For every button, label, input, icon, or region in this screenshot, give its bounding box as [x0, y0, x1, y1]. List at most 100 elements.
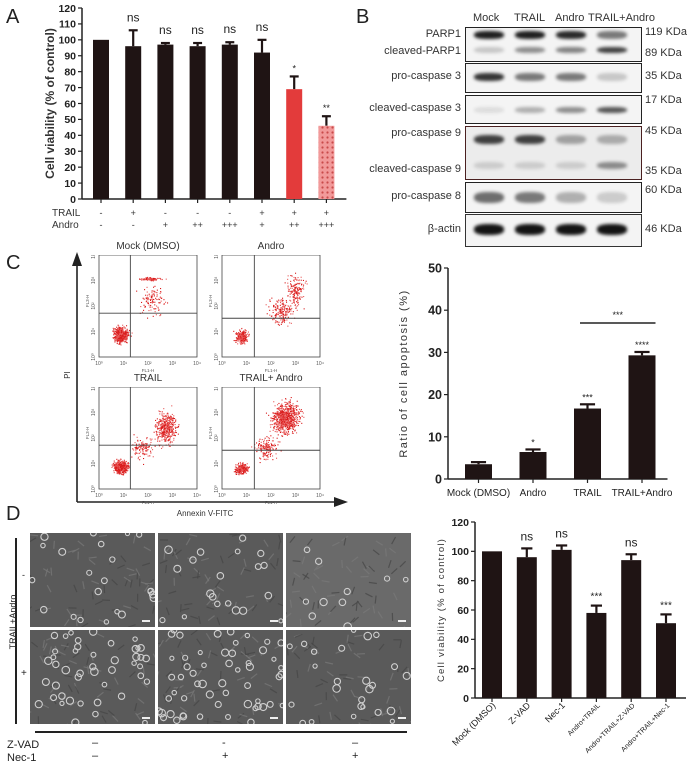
bar-group: ns [551, 526, 572, 702]
protein-label: pro-caspase 3 [391, 70, 461, 82]
scale-bar [142, 717, 150, 719]
scale-bar [398, 620, 406, 622]
svg-text:10⁰: 10⁰ [91, 485, 97, 493]
bar-group: *** [656, 600, 676, 702]
lane-header: TRAIL+Andro [588, 12, 655, 24]
scale-bar [142, 620, 150, 622]
svg-text:10³: 10³ [292, 361, 300, 367]
fl1-axis-label: FL1-H [142, 368, 155, 373]
microscopy-image [286, 630, 411, 724]
y-tick-label: 40 [428, 304, 442, 318]
condition-value: - [100, 220, 103, 230]
panel-d-viability-chart: 0 20 40 60 80 100 120 Cell viability (% of cont… [436, 517, 686, 755]
blot-strip [465, 214, 642, 247]
significance-label: * [292, 63, 296, 73]
panel-a-viability-chart: 0 10 20 30 40 50 60 70 80 90 100 110 120 Cell viabili… [43, 3, 347, 231]
svg-text:10²: 10² [214, 302, 220, 310]
significance-label: ns [625, 535, 638, 549]
y-tick-label: 60 [457, 605, 469, 617]
bar [189, 46, 206, 200]
svg-text:10⁰: 10⁰ [95, 493, 103, 499]
protein-band [474, 107, 504, 113]
condition-value: – [352, 737, 359, 749]
svg-text:10⁴: 10⁴ [91, 255, 97, 259]
flow-axes: PI Annexin V-FITC [63, 252, 348, 518]
significance-label: ** [323, 103, 331, 113]
protein-band [597, 224, 627, 235]
x-category-label: Andro [520, 488, 547, 499]
row-axis-line [15, 538, 17, 724]
fl3-axis-label: FL3-H [208, 295, 213, 308]
protein-label: pro-caspase 9 [391, 127, 461, 139]
bar-group: *** [574, 392, 601, 483]
y-tick-label: 40 [64, 130, 76, 142]
protein-band [515, 135, 545, 144]
bar [221, 44, 238, 199]
x-category-label: Mock (DMSO) [450, 700, 497, 747]
bar-group: ns [157, 23, 174, 203]
bar [482, 551, 502, 698]
condition-label: Nec-1 [7, 752, 37, 764]
protein-band [474, 192, 504, 203]
scale-bar [270, 620, 278, 622]
fl3-axis-label: FL3-H [85, 427, 90, 440]
significance-label: *** [591, 592, 603, 603]
blot-strip [465, 27, 642, 62]
condition-label: Z-VAD [7, 739, 40, 751]
protein-label: PARP1 [425, 28, 461, 40]
bar-group: *** [586, 592, 607, 702]
y-tick-label: 30 [64, 146, 76, 158]
svg-text:10¹: 10¹ [120, 493, 128, 499]
bar [586, 612, 607, 698]
svg-text:10⁴: 10⁴ [214, 255, 220, 259]
protein-band [597, 192, 627, 203]
x-axis-arrow-icon [334, 497, 348, 507]
bar-group: ns [516, 529, 537, 702]
y-tick-label: 40 [457, 634, 469, 646]
significance-label: *** [582, 392, 593, 402]
condition-value: - [132, 220, 135, 230]
protein-band [474, 31, 504, 39]
svg-text:10⁴: 10⁴ [316, 493, 324, 499]
protein-band [597, 31, 627, 39]
y-tick-label: 20 [457, 663, 469, 675]
y-tick-label: 80 [64, 66, 76, 78]
y-axis-label: Cell viability (% of control) [43, 28, 57, 179]
condition-value: ++ [192, 220, 203, 230]
bar [656, 623, 676, 698]
flow-plot-title: TRAIL+ Andro [239, 373, 303, 384]
scale-bar [398, 717, 406, 719]
svg-text:10¹: 10¹ [120, 361, 128, 367]
condition-label: Andro [52, 220, 79, 231]
molecular-weight-label: 119 KDa [645, 26, 687, 38]
protein-band [474, 224, 504, 235]
bar [551, 549, 572, 698]
x-category-label: Mock (DMSO) [447, 488, 510, 499]
protein-band [597, 135, 627, 144]
svg-text:10³: 10³ [292, 493, 300, 499]
y-tick-label: 50 [428, 262, 442, 276]
bar [93, 39, 109, 200]
bracket-label: *** [612, 310, 623, 320]
flow-plot-title: Mock (DMSO) [116, 241, 180, 252]
blot-strip [465, 63, 642, 93]
y-tick-label: 100 [58, 35, 76, 47]
svg-text:10³: 10³ [169, 361, 177, 367]
microscopy-image [30, 533, 155, 627]
blot-strip [465, 126, 642, 180]
microscopy-image [286, 533, 411, 627]
y-tick-label: 70 [64, 82, 76, 94]
protein-label: cleaved-caspase 9 [369, 163, 461, 175]
bar [516, 557, 537, 698]
microscopy-image [30, 630, 155, 724]
bar [254, 52, 270, 199]
significance-label: ns [256, 20, 269, 34]
bar [574, 408, 601, 479]
protein-band [515, 224, 545, 235]
svg-text:10⁴: 10⁴ [193, 493, 201, 499]
significance-label: ns [520, 529, 533, 543]
y-tick-label: 120 [451, 517, 469, 529]
svg-text:10⁰: 10⁰ [214, 353, 220, 361]
